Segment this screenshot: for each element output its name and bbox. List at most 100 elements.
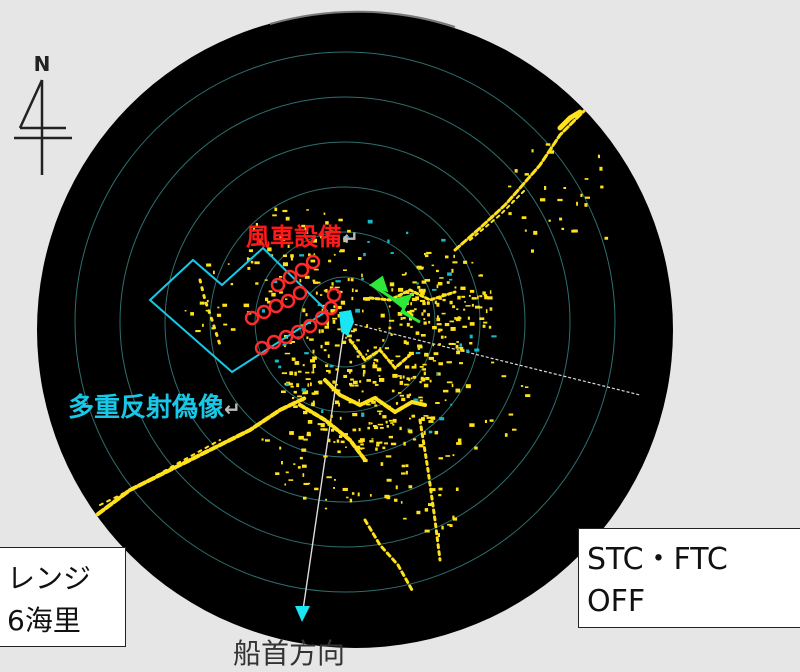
echo-blip xyxy=(279,291,283,294)
echo-blip xyxy=(329,286,334,289)
echo-blip xyxy=(320,234,322,239)
echo-blip xyxy=(436,323,442,326)
range-title: レンジ xyxy=(7,562,92,595)
echo-blip xyxy=(438,362,443,366)
echo-blip xyxy=(474,446,478,450)
echo-blip xyxy=(420,334,426,337)
echo-blip xyxy=(399,376,402,380)
echo-blip xyxy=(431,264,435,267)
echo-blip xyxy=(330,309,336,313)
echo-blip xyxy=(439,328,443,332)
echo-blip xyxy=(407,429,413,433)
echo-blip xyxy=(402,375,405,379)
echo-blip xyxy=(437,282,443,286)
echo-blip xyxy=(284,344,286,348)
echo-blip xyxy=(318,329,321,334)
echo-blip xyxy=(451,383,454,388)
echo-blip xyxy=(406,377,410,380)
echo-blip xyxy=(409,317,412,321)
echo-blip xyxy=(459,346,464,350)
echo-blip xyxy=(382,339,385,342)
echo-blip xyxy=(337,450,341,454)
echo-blip xyxy=(313,281,319,284)
echo-blip xyxy=(387,239,390,244)
echo-blip xyxy=(304,275,310,279)
echo-blip xyxy=(318,380,323,385)
echo-blip xyxy=(446,361,452,364)
echo-blip xyxy=(482,324,486,328)
echo-blip xyxy=(426,251,432,254)
echo-blip xyxy=(326,369,331,372)
echo-blip xyxy=(423,431,426,435)
echo-blip xyxy=(290,385,294,388)
echo-blip xyxy=(392,418,397,423)
echo-blip xyxy=(410,302,413,306)
echo-blip xyxy=(343,269,347,271)
echo-blip xyxy=(330,414,333,418)
echo-blip xyxy=(437,315,439,318)
echo-blip xyxy=(446,281,450,284)
echo-blip xyxy=(599,166,603,171)
echo-blip xyxy=(432,326,437,330)
echo-blip xyxy=(399,380,404,385)
echo-blip xyxy=(460,286,466,290)
range-panel: レンジ 6海里 xyxy=(0,547,126,647)
echo-blip xyxy=(261,309,265,313)
echo-blip xyxy=(369,440,374,443)
echo-blip xyxy=(448,342,454,345)
echo-blip xyxy=(293,390,297,394)
echo-blip xyxy=(462,325,468,328)
echo-blip xyxy=(455,317,461,322)
echo-blip xyxy=(459,317,462,320)
echo-blip xyxy=(450,403,453,406)
echo-blip xyxy=(223,323,228,326)
echo-blip xyxy=(559,217,563,221)
echo-blip xyxy=(597,154,600,159)
target-vector xyxy=(368,275,421,324)
echo-blip xyxy=(475,305,480,309)
echo-blip xyxy=(584,178,589,180)
echo-blip xyxy=(384,347,389,350)
echo-blip xyxy=(379,441,383,444)
echo-blip xyxy=(311,238,317,243)
echo-blip xyxy=(281,390,286,393)
multiple-reflection-label: 多重反射偽像↵ xyxy=(68,393,241,423)
echo-blip xyxy=(454,286,457,289)
echo-blip xyxy=(423,321,427,325)
echo-blip xyxy=(424,279,431,282)
echo-blip xyxy=(428,356,434,360)
echo-blip xyxy=(291,357,296,361)
echo-blip xyxy=(299,254,305,257)
echo-blip xyxy=(525,394,531,397)
echo-blip xyxy=(386,425,389,428)
echo-blip xyxy=(483,294,488,297)
echo-blip xyxy=(301,448,307,452)
echo-blip xyxy=(389,282,395,287)
echo-blip xyxy=(468,294,471,297)
echo-blip xyxy=(419,266,424,269)
artifact-outline xyxy=(148,246,329,374)
echo-blip xyxy=(331,282,334,286)
own-ship-icon xyxy=(339,310,354,336)
echo-blip xyxy=(281,372,287,375)
echo-blip xyxy=(491,361,495,364)
echo-blip xyxy=(423,309,426,313)
echo-blip xyxy=(469,334,473,339)
echo-blip xyxy=(349,498,353,503)
echo-blip xyxy=(491,335,497,338)
echo-blip xyxy=(338,435,343,438)
echo-blip xyxy=(395,355,401,358)
echo-blip xyxy=(337,328,341,331)
echo-blip xyxy=(285,471,289,474)
echo-blip xyxy=(202,323,204,327)
echo-blip xyxy=(345,336,347,339)
echo-blip xyxy=(377,410,383,413)
echo-blip xyxy=(401,273,406,276)
echo-blip xyxy=(376,367,382,372)
echo-blip xyxy=(407,428,411,431)
echo-blip xyxy=(314,390,319,395)
echo-blip xyxy=(339,416,342,420)
echo-blip xyxy=(417,344,423,348)
echo-blip xyxy=(323,428,328,431)
